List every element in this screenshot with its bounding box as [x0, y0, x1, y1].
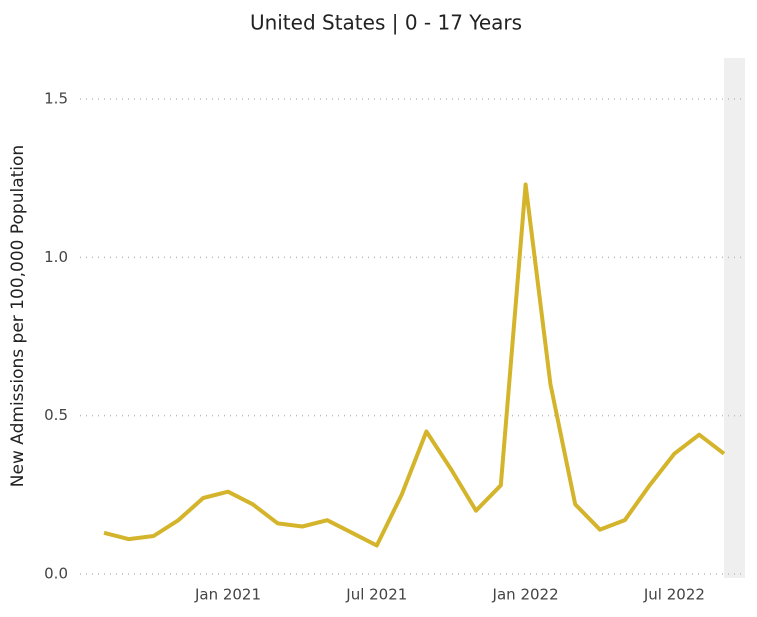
y-tick-label: 0.0	[44, 565, 68, 583]
x-tick-label: Jan 2021	[194, 586, 261, 604]
data-line	[103, 182, 726, 548]
preliminary-band	[724, 58, 745, 578]
chart-title: United States | 0 - 17 Years	[250, 11, 522, 35]
x-tick-label: Jan 2022	[492, 586, 559, 604]
y-tick-label: 1.5	[44, 90, 68, 108]
y-tick-label: 0.5	[44, 406, 68, 424]
x-tick-label: Jul 2021	[345, 586, 407, 604]
y-tick-label: 1.0	[44, 248, 68, 266]
y-axis-label: New Admissions per 100,000 Population	[8, 145, 28, 487]
x-tick-label: Jul 2022	[643, 586, 705, 604]
